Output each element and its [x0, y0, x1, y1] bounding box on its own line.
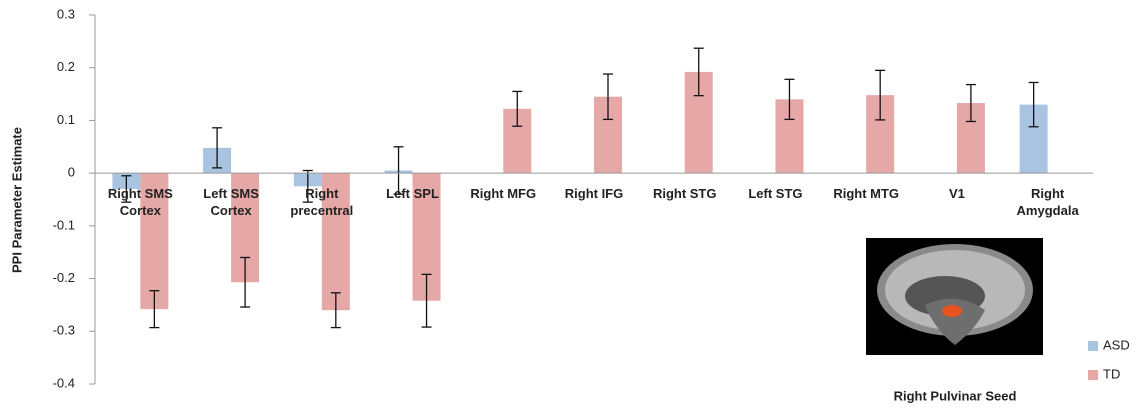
y-tick-label: -0.1: [53, 217, 75, 232]
y-tick-label: -0.4: [53, 375, 75, 390]
x-tick-label: Right STG: [642, 185, 728, 202]
x-tick-label: Left SMS Cortex: [188, 185, 274, 219]
x-tick-label: Right MTG: [823, 185, 909, 202]
inset-caption: Right Pulvinar Seed: [894, 388, 1017, 403]
x-tick-label: Right MFG: [460, 185, 546, 202]
x-tick-label: Right precentral: [279, 185, 365, 219]
pulvinar-seed: [942, 305, 962, 317]
legend-swatch: [1088, 341, 1098, 351]
x-tick-label: Left STG: [732, 185, 818, 202]
x-tick-label: Right SMS Cortex: [97, 185, 183, 219]
x-tick-label: Right Amygdala: [1005, 185, 1091, 219]
y-tick-label: 0.3: [57, 6, 75, 21]
y-tick-label: 0.1: [57, 112, 75, 127]
x-tick-label: Right IFG: [551, 185, 637, 202]
chart-page: PPI Parameter Estimate Right Pulvinar Se…: [0, 0, 1143, 412]
y-tick-label: -0.3: [53, 323, 75, 338]
y-tick-label: -0.2: [53, 270, 75, 285]
legend-swatch: [1088, 370, 1098, 380]
x-tick-label: V1: [914, 185, 1000, 202]
y-axis-title: PPI Parameter Estimate: [9, 127, 24, 273]
legend-label: TD: [1103, 366, 1120, 381]
brain-inset: [866, 238, 1043, 355]
x-tick-label: Left SPL: [370, 185, 456, 202]
y-tick-label: 0: [68, 165, 75, 180]
y-tick-label: 0.2: [57, 59, 75, 74]
legend-label: ASD: [1103, 337, 1130, 352]
